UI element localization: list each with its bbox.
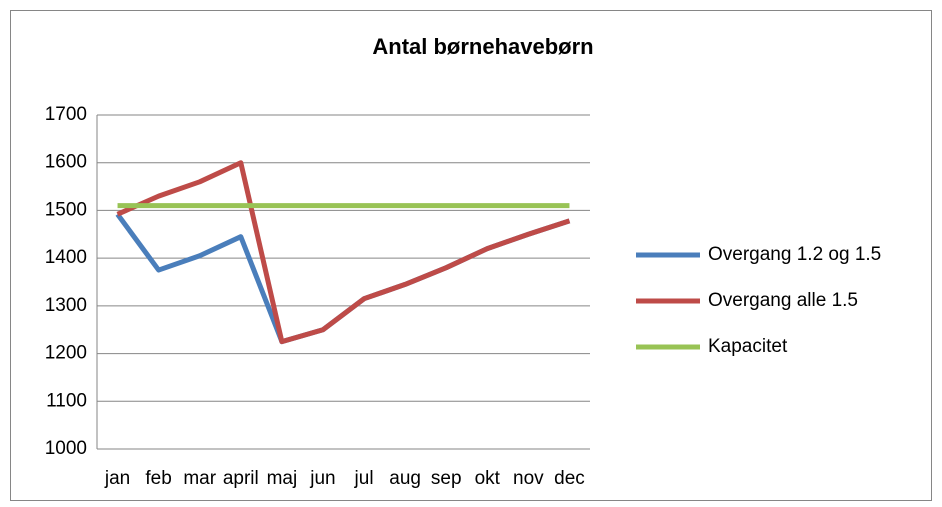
x-tick-label: sep [431,468,462,489]
series-line [116,160,571,345]
x-tick-label: aug [389,468,421,489]
legend-label: Overgang 1.2 og 1.5 [708,244,881,265]
chart-title: Antal børnehavebørn [372,34,593,59]
x-tick-label: feb [145,468,171,489]
y-tick-label: 1000 [45,438,87,459]
x-tick-label: jun [309,468,335,489]
legend-label: Overgang alle 1.5 [708,290,858,311]
x-tick-label: dec [554,468,585,489]
y-tick-label: 1500 [45,199,87,220]
x-tick-label: mar [183,468,216,489]
x-tick-label: nov [513,468,544,489]
legend-label: Kapacitet [708,336,788,357]
x-tick-label: maj [267,468,298,489]
y-tick-label: 1600 [45,152,87,173]
x-tick-label: jan [104,468,130,489]
y-tick-label: 1200 [45,343,87,364]
x-tick-label: okt [475,468,501,489]
y-tick-label: 1100 [46,390,87,411]
x-tick-label: april [223,468,259,489]
y-tick-label: 1400 [45,247,87,268]
y-tick-label: 1300 [45,295,87,316]
x-tick-label: jul [354,468,374,489]
y-tick-label: 1700 [45,104,87,125]
